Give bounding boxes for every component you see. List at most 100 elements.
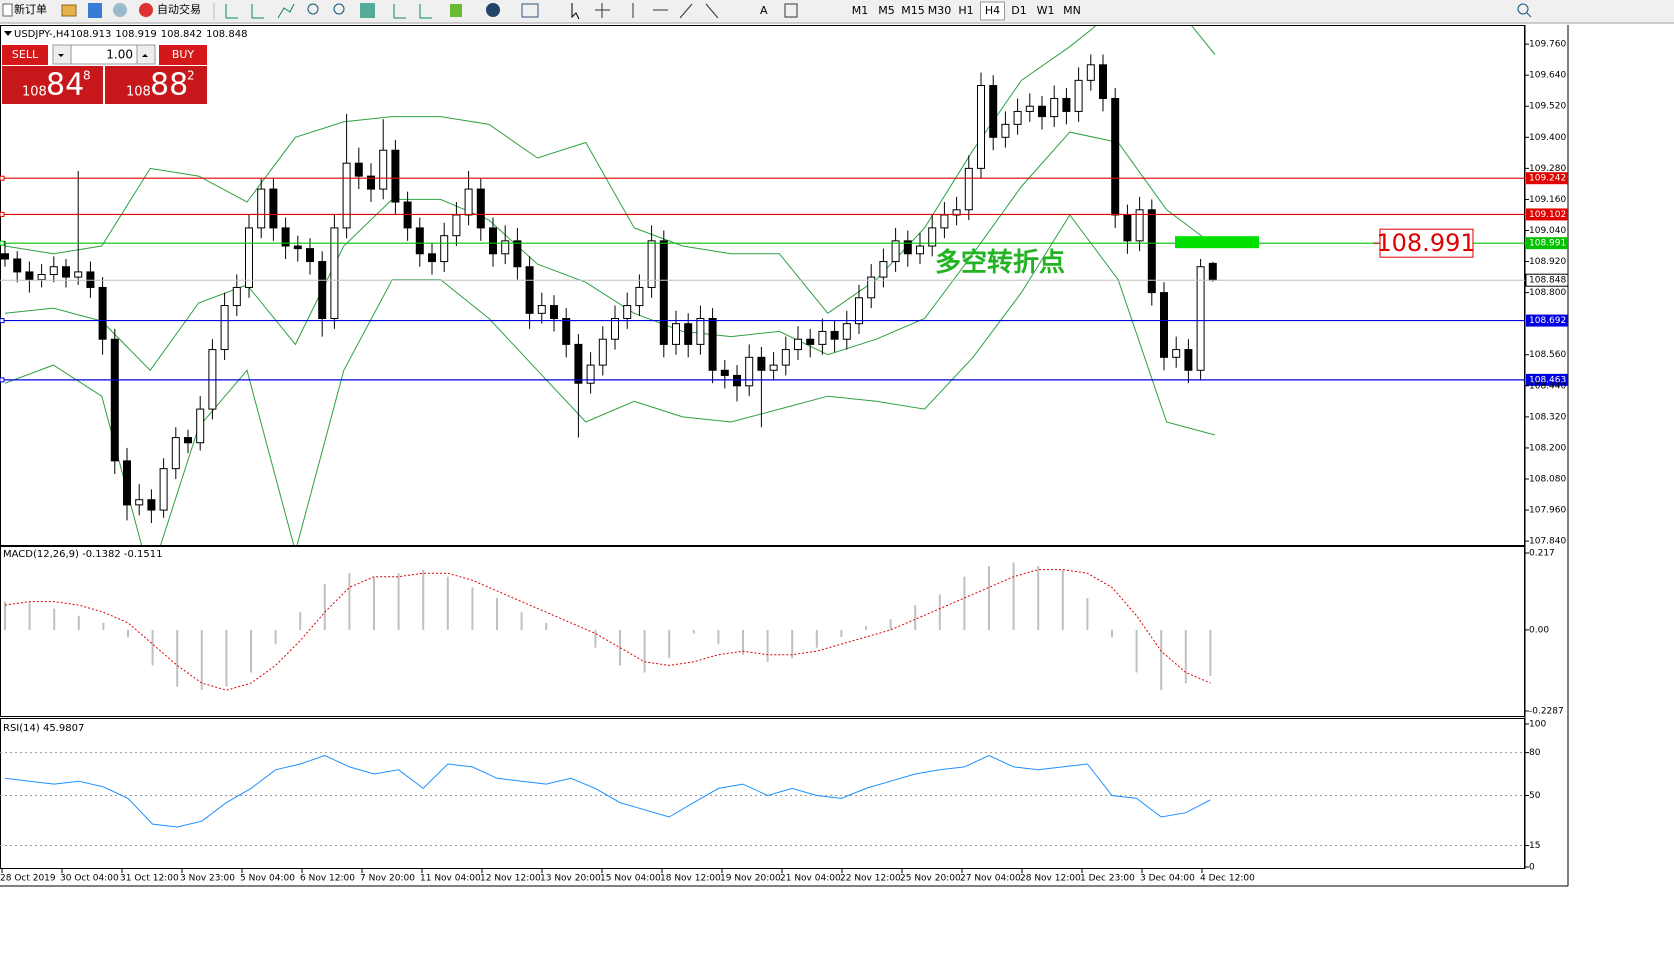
y-tick-label: 108.800 [1529, 288, 1566, 298]
timeframe[interactable]: D1 [1011, 4, 1026, 17]
candle-body [464, 188, 473, 216]
timeframe[interactable]: MN [1063, 4, 1081, 17]
candle-body [598, 338, 607, 366]
candle-body [635, 286, 644, 307]
candle-body [415, 227, 424, 255]
candle-body [891, 240, 900, 263]
indicators[interactable] [450, 4, 462, 17]
timeframe[interactable]: M30 [928, 4, 952, 17]
icon[interactable] [88, 3, 102, 18]
buy-label[interactable]: BUY [172, 48, 195, 61]
candle-body [842, 323, 851, 340]
toolbar [0, 0, 1674, 23]
candle-body [281, 227, 290, 247]
timeframe[interactable]: W1 [1037, 4, 1055, 17]
auto-trading-icon[interactable] [139, 3, 153, 17]
y-tick-label: 0.00 [1529, 625, 1549, 635]
candle-body [916, 245, 924, 255]
toolbar-items: 新订单 自动交易 A M1 M5 M15 M30 H1 H4 D1 W1 MN [2, 1, 1532, 21]
price-tag [1526, 208, 1568, 221]
candle-body [1025, 105, 1034, 112]
candle-body [769, 364, 778, 371]
price-tag-label: 108.991 [1529, 239, 1566, 249]
timeframe[interactable]: M1 [852, 4, 869, 17]
icon[interactable] [61, 4, 77, 17]
candle-body [379, 149, 388, 190]
x-tick-label: 12 Nov 12:00 [480, 874, 541, 884]
candle-body [391, 149, 400, 203]
candle-body [537, 305, 546, 314]
candle-body [1062, 97, 1071, 112]
buy-button[interactable] [159, 45, 207, 65]
sell-button[interactable] [2, 45, 48, 65]
candle-body [62, 266, 70, 278]
buy-price-box[interactable] [105, 66, 207, 104]
annotation: 多空转折点 [935, 247, 1065, 278]
cursor[interactable] [571, 3, 580, 20]
y-tick-label: 108.560 [1529, 350, 1566, 360]
timeframe[interactable]: H1 [958, 4, 973, 17]
current-price: 108.848 [1529, 276, 1566, 286]
y-tick-label: 108.200 [1529, 443, 1566, 453]
price-tag-label: 108.463 [1529, 375, 1566, 385]
x-tick-label: 30 Oct 04:00 [60, 874, 119, 884]
y-tick-label: 107.960 [1529, 506, 1566, 516]
candle-body [306, 248, 314, 263]
candle-body [1, 253, 9, 260]
x-tick-label: 22 Nov 12:00 [840, 874, 901, 884]
macd-signal [4, 569, 1211, 691]
new-order-icon[interactable] [2, 3, 13, 17]
x-tick-label: 28 Oct 2019 [0, 874, 56, 884]
periods[interactable] [486, 3, 500, 17]
zoom-out[interactable] [333, 3, 345, 15]
zoom-in[interactable] [307, 3, 319, 15]
candle-body [977, 85, 985, 169]
candle-body [1111, 97, 1120, 216]
candle-body [806, 338, 815, 345]
y-tick-label: 109.040 [1529, 226, 1566, 236]
buy-big: 108 [126, 85, 151, 100]
candle-body [1208, 262, 1217, 281]
x-tick-label: 18 Nov 12:00 [660, 874, 721, 884]
sell-price-box[interactable] [2, 66, 103, 104]
candle-body [489, 227, 497, 255]
y-tick-label: 109.160 [1529, 195, 1566, 205]
ohlc: 108.913 108.919 108.842 108.848 [70, 29, 247, 40]
timeframe[interactable]: M5 [878, 4, 895, 17]
tile[interactable] [360, 3, 375, 18]
ohlc-value: 108.919 [115, 29, 156, 40]
scroll-icons[interactable] [393, 4, 432, 19]
candle-body [74, 271, 83, 278]
draw-tools[interactable] [595, 3, 719, 19]
search[interactable] [1517, 3, 1529, 15]
new-order[interactable]: 新订单 [14, 2, 47, 16]
candle-body [525, 266, 534, 314]
timeframe[interactable]: M15 [901, 4, 925, 17]
timeframe[interactable]: H4 [985, 4, 1000, 17]
candle-body [867, 276, 876, 299]
text-tool[interactable]: A [760, 4, 768, 17]
candle-body [757, 356, 766, 371]
x-tick-label: 1 Dec 23:00 [1080, 874, 1135, 884]
sell-label[interactable]: SELL [12, 48, 39, 61]
auto-trading[interactable]: 自动交易 [157, 2, 201, 16]
lots[interactable]: 1.00 [106, 48, 133, 62]
buy-small: 2 [187, 69, 195, 83]
candle-body [1196, 266, 1205, 371]
bollinger-band [4, 26, 1216, 314]
y-tick-label: 50 [1529, 791, 1541, 801]
candle-body [452, 214, 461, 237]
price-tag-label: 109.102 [1529, 210, 1566, 220]
icon[interactable] [113, 3, 127, 17]
candle-body [964, 167, 973, 211]
candle-body [733, 374, 741, 387]
templates[interactable] [521, 3, 539, 18]
label-tool[interactable] [784, 3, 798, 18]
overlays: 108.848 109.242 109.102 108.991 108.692 108.4… [0, 172, 1569, 386]
candle-body [659, 240, 668, 345]
chart-type-icons[interactable] [225, 3, 295, 19]
price-tag-label: 109.242 [1529, 174, 1566, 184]
candle-body [611, 318, 619, 340]
candle-body [98, 286, 107, 340]
